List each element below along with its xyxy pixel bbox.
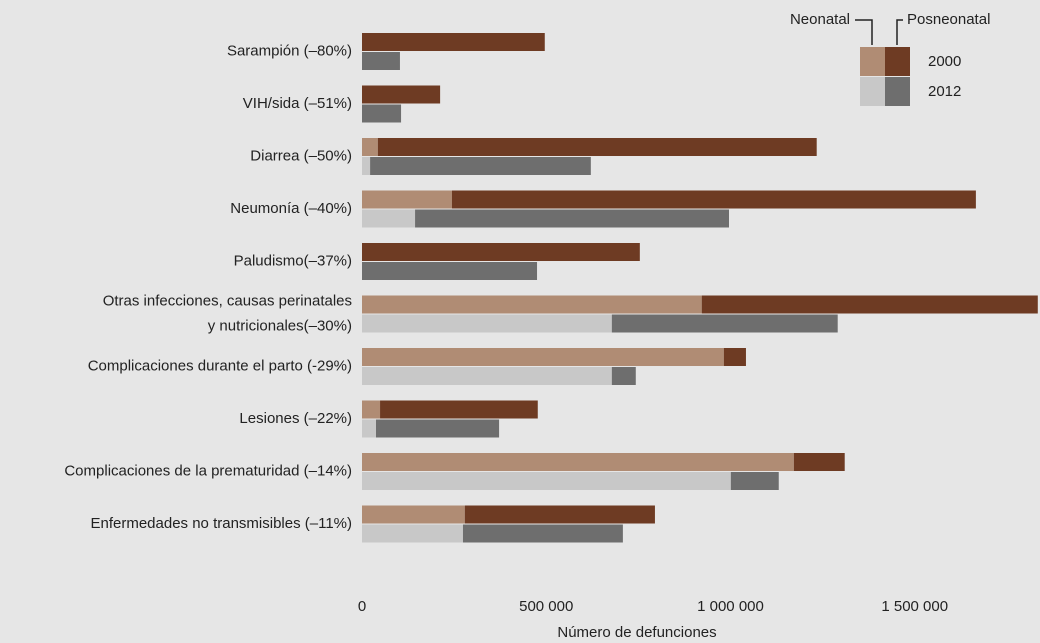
- bar-segment: [380, 400, 538, 419]
- legend-bracket: [896, 19, 903, 45]
- category-label: Enfermedades no transmisibles (–11%): [90, 515, 352, 532]
- bar-segment: [362, 157, 371, 175]
- bar-segment: [370, 157, 591, 175]
- bar-segment: [611, 367, 636, 385]
- legend-swatch: [885, 77, 910, 106]
- x-tick-label: 1 500 000: [881, 598, 948, 615]
- category-label: Paludismo(–37%): [234, 252, 352, 269]
- bar-segment: [376, 419, 500, 438]
- bar-segment: [377, 138, 817, 156]
- bar-segment: [362, 505, 465, 524]
- category-label: Diarrea (–50%): [250, 147, 352, 164]
- legend-swatch: [885, 47, 910, 76]
- bar-segment: [362, 524, 463, 543]
- bar-segment: [362, 367, 612, 385]
- x-axis-label: Número de defunciones: [557, 624, 716, 641]
- bar-segment: [723, 348, 746, 366]
- category-label: Neumonía (–40%): [230, 200, 352, 217]
- bar-segment: [362, 348, 724, 366]
- bar-segment: [451, 190, 976, 209]
- bar-segment: [464, 505, 655, 524]
- category-label: Lesiones (–22%): [239, 410, 352, 427]
- bar-segment: [362, 243, 640, 261]
- x-tick-label: 0: [358, 598, 366, 615]
- bar-segment: [362, 52, 400, 70]
- category-label: Sarampión (–80%): [227, 42, 352, 59]
- legend-label: Neonatal: [790, 11, 850, 28]
- x-tick-label: 500 000: [519, 598, 573, 615]
- bar-segment: [362, 138, 378, 156]
- bar-segment: [462, 524, 623, 543]
- bar-segment: [362, 314, 612, 333]
- legend-bracket: [855, 19, 873, 45]
- bar-segment: [362, 85, 441, 104]
- bar-segment: [362, 190, 452, 209]
- legend-swatch: [860, 47, 885, 76]
- bar-segment: [362, 453, 794, 471]
- bar-segment: [730, 472, 779, 490]
- category-label: Otras infecciones, causas perinatales y n…: [103, 292, 352, 334]
- bar-segment: [362, 295, 702, 314]
- category-label: Complicaciones de la prematuridad (–14%): [64, 462, 352, 479]
- bar-segment: [793, 453, 845, 471]
- bar-segment: [362, 472, 731, 490]
- bar-segment: [415, 209, 730, 228]
- bar-segment: [701, 295, 1038, 314]
- bar-segment: [611, 314, 838, 333]
- legend-swatch: [860, 77, 885, 106]
- bar-segment: [362, 419, 377, 438]
- category-label: Complicaciones durante el parto (-29%): [88, 357, 352, 374]
- x-tick-label: 1 000 000: [697, 598, 764, 615]
- bar-segment: [362, 262, 538, 280]
- bar-segment: [362, 209, 416, 228]
- legend-label: 2000: [928, 53, 961, 70]
- legend-label: Posneonatal: [907, 11, 990, 28]
- bar-segment: [362, 400, 381, 419]
- legend-label: 2012: [928, 83, 961, 100]
- category-label: VIH/sida (–51%): [243, 95, 352, 112]
- bar-segment: [362, 33, 545, 51]
- bar-segment: [362, 104, 402, 123]
